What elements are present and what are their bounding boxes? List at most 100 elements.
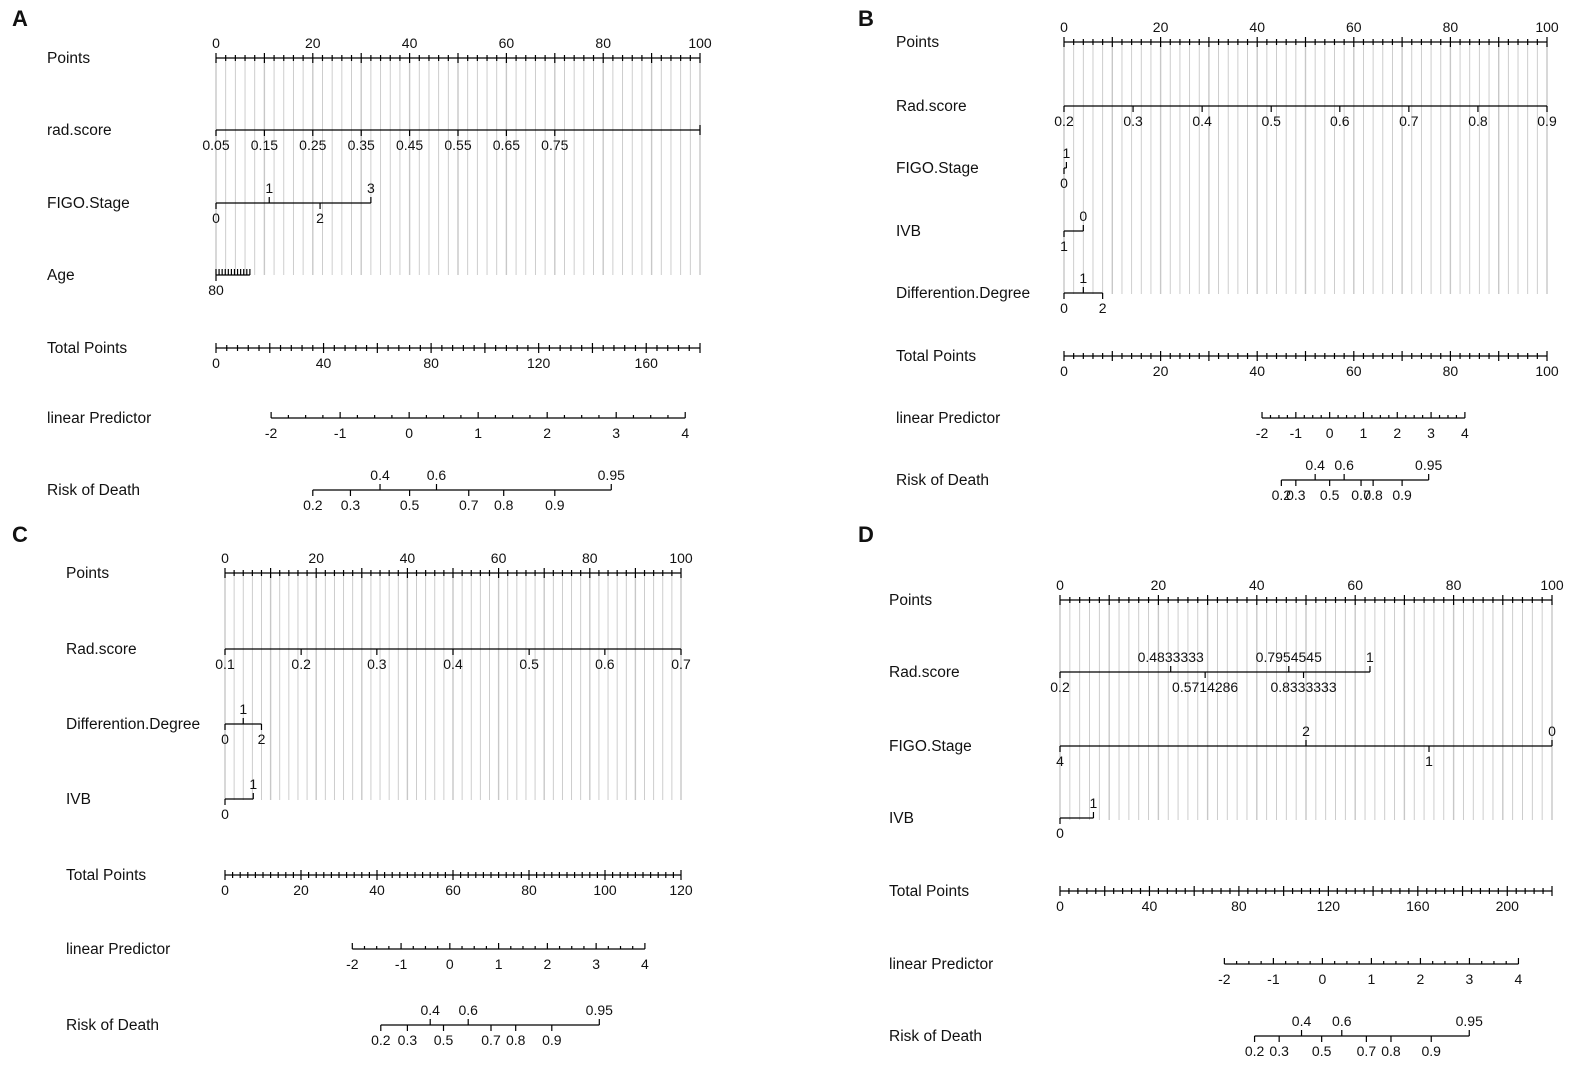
tick-label: 0 <box>221 550 229 566</box>
tick-label: 100 <box>669 550 693 566</box>
tick-label: 1 <box>1425 753 1433 769</box>
tick-label: 2 <box>1417 971 1425 987</box>
tick-label: 0.55 <box>444 137 471 153</box>
tick-label: 0.4833333 <box>1138 649 1204 665</box>
guide-lines <box>224 575 682 800</box>
tick-label: 0.8 <box>494 497 514 513</box>
tick-label: 0.5 <box>1312 1043 1332 1059</box>
tick-label: 160 <box>635 355 659 371</box>
tick-label: 0.6 <box>595 656 615 672</box>
tick-label: -1 <box>334 425 347 441</box>
tick-label: 0.3 <box>1123 113 1143 129</box>
tick-label: 0.2 <box>1050 679 1070 695</box>
tick-label: 60 <box>491 550 507 566</box>
row-ivb: IVB 10 <box>896 208 1087 254</box>
tick-label: 1 <box>239 701 247 717</box>
row-label: Points <box>896 34 939 51</box>
tick-label: 3 <box>367 180 375 196</box>
tick-label: 0.6 <box>427 467 447 483</box>
tick-label: 0.9 <box>542 1032 562 1048</box>
tick-label: 120 <box>527 355 551 371</box>
tick-label: 0.7 <box>481 1032 501 1048</box>
row-label: FIGO.Stage <box>896 160 979 177</box>
row-label: Risk of Death <box>47 482 140 499</box>
tick-label: 0.7 <box>1351 487 1371 503</box>
row-points: Points 0 20 40 60 80 100 <box>66 550 693 582</box>
tick-label: 0 <box>212 355 220 371</box>
tick-label: 0.7 <box>1399 113 1419 129</box>
tick-label: 1 <box>1368 971 1376 987</box>
tick-label: 1 <box>265 180 273 196</box>
row-differention-degree: Differention.Degree 012 <box>66 701 266 747</box>
tick-label: 20 <box>308 550 324 566</box>
tick-label: 0 <box>221 882 229 898</box>
tick-label: 40 <box>402 35 418 51</box>
row-differention-degree: Differention.Degree 012 <box>896 270 1107 316</box>
row-label: Rad.score <box>66 641 137 658</box>
tick-label: 0.4 <box>420 1002 440 1018</box>
tick-label: -1 <box>395 956 408 972</box>
row-label: Rad.score <box>889 664 960 681</box>
tick-label: 80 <box>521 882 537 898</box>
tick-label: 0.3 <box>398 1032 418 1048</box>
tick-label: 80 <box>595 35 611 51</box>
tick-label: 0 <box>221 731 229 747</box>
tick-label: 0.95 <box>1456 1013 1483 1029</box>
tick-label: 1 <box>1079 270 1087 286</box>
tick-label: 0.5 <box>519 656 539 672</box>
tick-label: 1 <box>474 425 482 441</box>
tick-label: 4 <box>641 956 649 972</box>
tick-label: 100 <box>688 35 712 51</box>
row-points: Points 0 20 40 60 80 100 <box>889 577 1564 609</box>
tick-label: 0.7954545 <box>1256 649 1322 665</box>
tick-label: 0.4 <box>1292 1013 1312 1029</box>
tick-label: 160 <box>1406 898 1430 914</box>
row-age: Age 80 <box>47 267 251 298</box>
tick-label: 0.2 <box>1272 487 1292 503</box>
row-points: Points 0 20 40 60 80 100 <box>896 19 1559 51</box>
tick-label: 0 <box>212 210 220 226</box>
row-total-points: Total Points 0 40 80 120 160 200 <box>889 883 1553 914</box>
tick-label: 0.1 <box>215 656 235 672</box>
tick-label: 0.5 <box>434 1032 454 1048</box>
tick-label: 100 <box>1535 19 1559 35</box>
tick-label: 3 <box>1427 425 1435 441</box>
guide-lines <box>215 60 701 275</box>
tick-label: 1 <box>1366 649 1374 665</box>
tick-label: 0 <box>1326 425 1334 441</box>
tick-label: 0.8 <box>1381 1043 1401 1059</box>
tick-label: 0 <box>1056 898 1064 914</box>
tick-label: 100 <box>1535 363 1559 379</box>
tick-label: 0.45 <box>396 137 423 153</box>
tick-label: 0.7 <box>459 497 479 513</box>
tick-label: 0 <box>1056 825 1064 841</box>
row-label: IVB <box>66 791 91 808</box>
row-figo-stage: FIGO.Stage 0 1 <box>896 145 1071 191</box>
tick-label: 0.3 <box>1286 487 1306 503</box>
tick-label: 0 <box>1060 19 1068 35</box>
row-linear-predictor: linear Predictor -2 -1 0 1 2 3 4 <box>896 410 1469 441</box>
tick-label: 4 <box>1515 971 1523 987</box>
tick-label: 40 <box>369 882 385 898</box>
tick-label: 2 <box>543 956 551 972</box>
row-rad-score: rad.score 0.05 0.15 0.25 0.35 0.45 0.55 0.65 0.7… <box>47 122 701 153</box>
tick-label: 0.2 <box>371 1032 391 1048</box>
row-label: Total Points <box>66 867 146 884</box>
row-label: linear Predictor <box>47 410 151 427</box>
tick-label: 1 <box>249 776 257 792</box>
tick-label: 0.35 <box>348 137 375 153</box>
tick-label: 0 <box>446 956 454 972</box>
row-label: linear Predictor <box>896 410 1000 427</box>
tick-label: 3 <box>592 956 600 972</box>
tick-label: 0.5 <box>1320 487 1340 503</box>
row-label: Differention.Degree <box>66 716 200 733</box>
row-rad-score: Rad.score 0.1 0.2 0.3 0.4 0.5 0.6 0.7 <box>66 641 691 672</box>
